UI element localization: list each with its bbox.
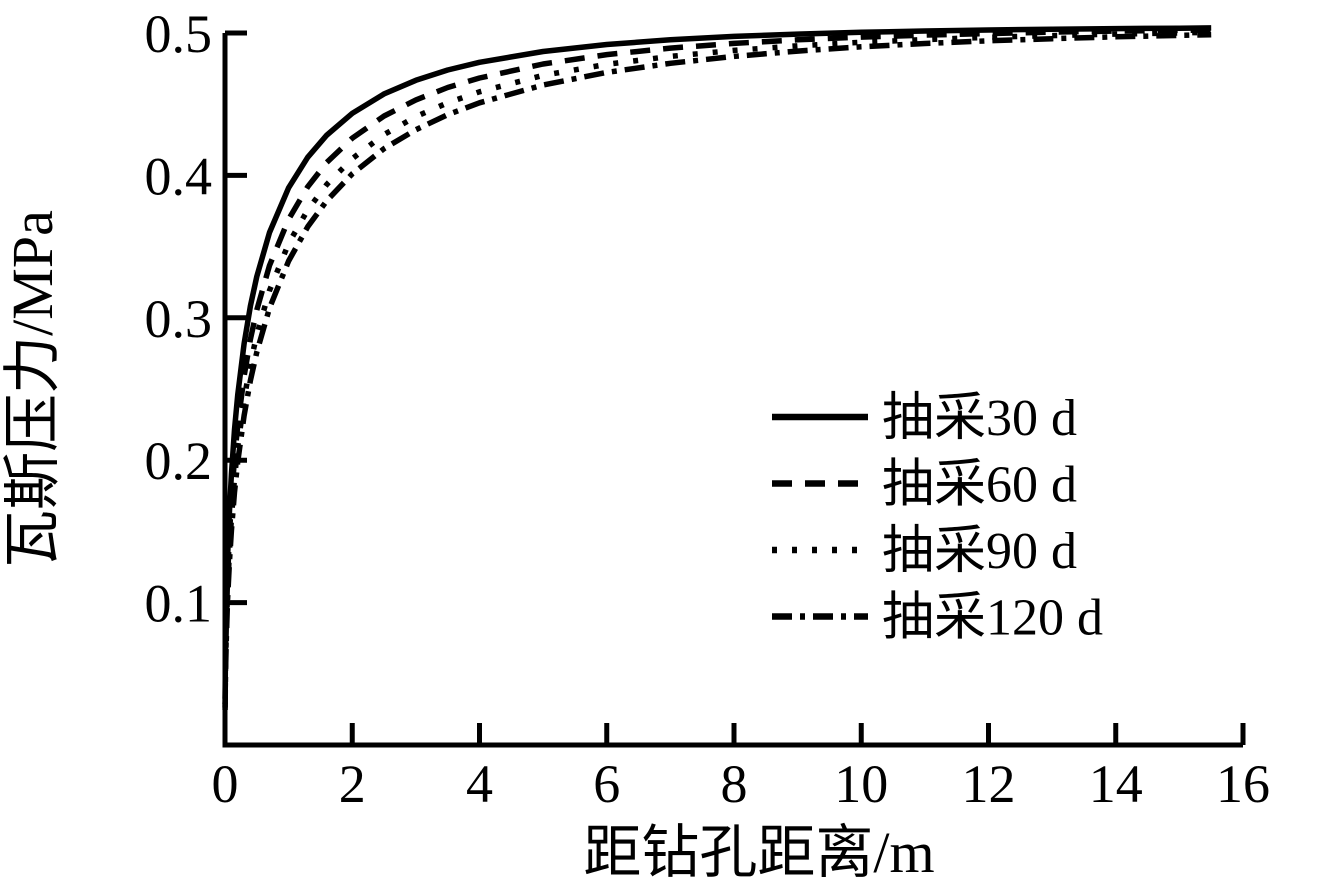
y-tick-label-0.4: 0.4 <box>145 146 213 206</box>
x-tick-label-12: 12 <box>962 754 1016 814</box>
y-axis-title: 瓦斯压力/MPa <box>0 210 65 568</box>
x-tick-label-16: 16 <box>1216 754 1270 814</box>
y-tick-label-0.5: 0.5 <box>145 4 213 64</box>
x-tick-label-6: 6 <box>593 754 620 814</box>
x-tick-label-10: 10 <box>834 754 888 814</box>
x-tick-label-14: 14 <box>1089 754 1143 814</box>
y-tick-label-0.2: 0.2 <box>145 431 213 491</box>
curve-120d <box>222 31 1212 711</box>
legend-label-30d: 抽采30 d <box>882 390 1077 447</box>
legend-label-120d: 抽采120 d <box>882 590 1103 647</box>
axis-frame <box>222 33 1243 748</box>
y-tick-label-0.1: 0.1 <box>145 574 213 634</box>
y-tick-label-0.3: 0.3 <box>145 289 213 349</box>
x-axis-title: 距钻孔距离/m <box>583 820 934 885</box>
legend-label-90d: 抽采90 d <box>882 523 1077 580</box>
x-tick-label-2: 2 <box>339 754 366 814</box>
x-tick-label-4: 4 <box>466 754 493 814</box>
x-tick-label-8: 8 <box>721 754 748 814</box>
x-tick-label-0: 0 <box>212 754 239 814</box>
legend-label-60d: 抽采60 d <box>882 457 1077 514</box>
